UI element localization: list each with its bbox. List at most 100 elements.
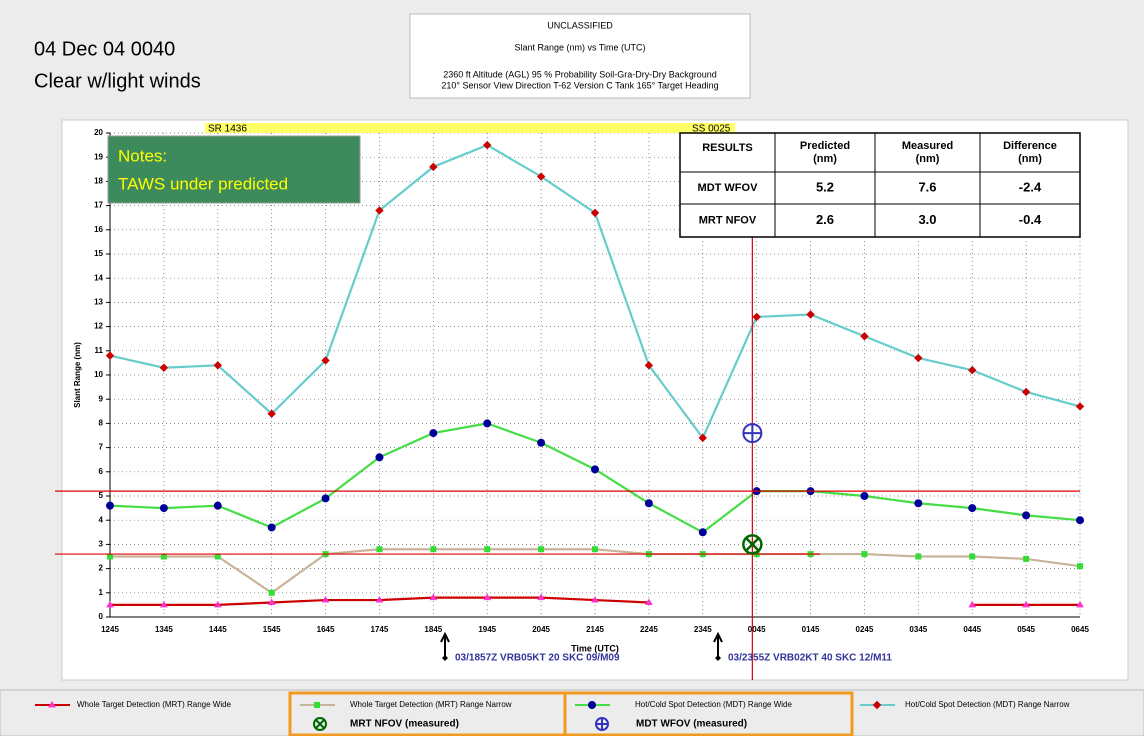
title-box — [409, 13, 751, 99]
y-tick-label: 17 — [94, 201, 103, 210]
y-tick-label: 20 — [94, 128, 103, 137]
y-tick-label: 10 — [94, 370, 103, 379]
conditions: 2360 ft Altitude (AGL) 95 % Probability … — [443, 69, 717, 79]
marker — [1021, 387, 1031, 397]
marker — [591, 596, 599, 603]
marker — [806, 310, 815, 319]
y-axis-label: Slant Range (nm) — [73, 342, 82, 408]
legend-icon-cross — [315, 719, 325, 729]
x-tick-label: 1345 — [155, 625, 173, 634]
legend-label: Hot/Cold Spot Detection (MDT) Range Narr… — [905, 700, 1070, 709]
marker — [429, 429, 438, 438]
marker — [160, 600, 168, 608]
marker — [872, 700, 882, 710]
x-tick-label: 0245 — [856, 625, 874, 634]
marker — [591, 465, 599, 474]
legend-icon-cross — [596, 718, 608, 730]
marker — [375, 453, 384, 462]
marker — [213, 600, 222, 608]
legend-label: MRT NFOV (measured) — [350, 719, 459, 730]
x-tick-label: 0045 — [748, 625, 766, 634]
marker — [106, 501, 114, 510]
x-tick-label: 0545 — [1017, 625, 1035, 634]
marker — [483, 419, 492, 428]
marker — [590, 208, 600, 218]
y-tick-label: 11 — [95, 346, 104, 355]
marker — [429, 593, 438, 601]
y-tick-label: 4 — [99, 515, 104, 524]
table-header: RESULTS — [702, 142, 753, 154]
x-axis-label: Time (UTC) — [571, 643, 619, 653]
marker — [159, 504, 168, 513]
marker — [160, 553, 167, 560]
y-tick-label: 19 — [94, 152, 103, 161]
marker — [536, 172, 546, 181]
marker — [860, 332, 869, 341]
classification: UNCLASSIFIED — [547, 20, 613, 30]
x-tick-label: 2345 — [694, 625, 712, 634]
marker — [375, 596, 384, 603]
annotation: 03/2355Z VRB02KT 40 SKC 12/M11 — [728, 653, 892, 664]
marker — [484, 546, 491, 553]
annotation-tip — [715, 655, 721, 661]
marker — [267, 523, 276, 532]
x-tick-label: 2245 — [640, 625, 658, 634]
x-tick-label: 1445 — [209, 625, 227, 634]
marker — [429, 162, 438, 172]
marker — [107, 553, 113, 560]
legend-panel — [0, 689, 1144, 736]
marker — [321, 494, 330, 503]
marker — [48, 701, 56, 708]
marker — [106, 600, 114, 608]
x-tick-label: 1745 — [371, 625, 389, 634]
table-cell: MRT NFOV — [699, 214, 757, 226]
sunset: SS 0025 — [692, 124, 731, 135]
marker — [213, 361, 222, 370]
marker — [644, 499, 653, 508]
annotation-arrow — [713, 631, 723, 658]
marker — [376, 546, 383, 553]
y-tick-label: 14 — [94, 273, 103, 282]
table-header: Measured (nm) — [902, 140, 953, 165]
table-header: Difference (nm) — [1003, 140, 1057, 165]
y-tick-label: 9 — [99, 394, 104, 403]
y-tick-label: 13 — [94, 298, 103, 307]
marker — [375, 206, 384, 215]
marker — [915, 553, 922, 560]
x-tick-label: 2145 — [586, 625, 604, 634]
legend-label: Whole Target Detection (MRT) Range Narro… — [350, 700, 512, 709]
marker — [430, 546, 437, 553]
marker — [267, 598, 276, 605]
marker — [1075, 402, 1085, 411]
marker — [538, 546, 545, 553]
marker — [752, 312, 761, 322]
marker — [592, 546, 598, 553]
table-cell: 3.0 — [918, 212, 936, 227]
marker — [1022, 511, 1031, 520]
marker — [645, 598, 653, 605]
y-tick-label: 1 — [99, 588, 104, 597]
x-tick-label: 1945 — [478, 625, 496, 634]
marker — [214, 553, 221, 560]
marker — [860, 492, 869, 500]
y-tick-label: 7 — [99, 443, 104, 452]
legend-label: MDT WFOV (measured) — [636, 719, 747, 730]
sunrise: SR 1436 — [208, 124, 247, 135]
marker — [644, 361, 654, 370]
table-cell: -2.4 — [1019, 179, 1042, 194]
x-tick-label: 0145 — [802, 625, 820, 634]
note: Notes: — [118, 146, 167, 165]
marker — [861, 551, 868, 558]
marker — [483, 140, 492, 150]
x-tick-label: 0645 — [1071, 625, 1089, 634]
x-tick-label: 0345 — [909, 625, 927, 634]
annotation: 03/1857Z VRB05KT 20 SKC 09/M09 — [455, 653, 620, 664]
x-tick-label: 1645 — [317, 625, 335, 634]
marker — [1076, 600, 1084, 608]
y-tick-label: 0 — [99, 612, 104, 621]
x-tick-label: 1245 — [101, 625, 119, 634]
y-tick-label: 3 — [99, 540, 104, 549]
marker — [698, 528, 707, 537]
marker — [1077, 563, 1083, 570]
